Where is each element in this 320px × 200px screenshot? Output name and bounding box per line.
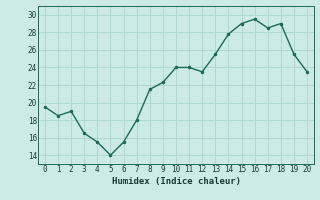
- X-axis label: Humidex (Indice chaleur): Humidex (Indice chaleur): [111, 177, 241, 186]
